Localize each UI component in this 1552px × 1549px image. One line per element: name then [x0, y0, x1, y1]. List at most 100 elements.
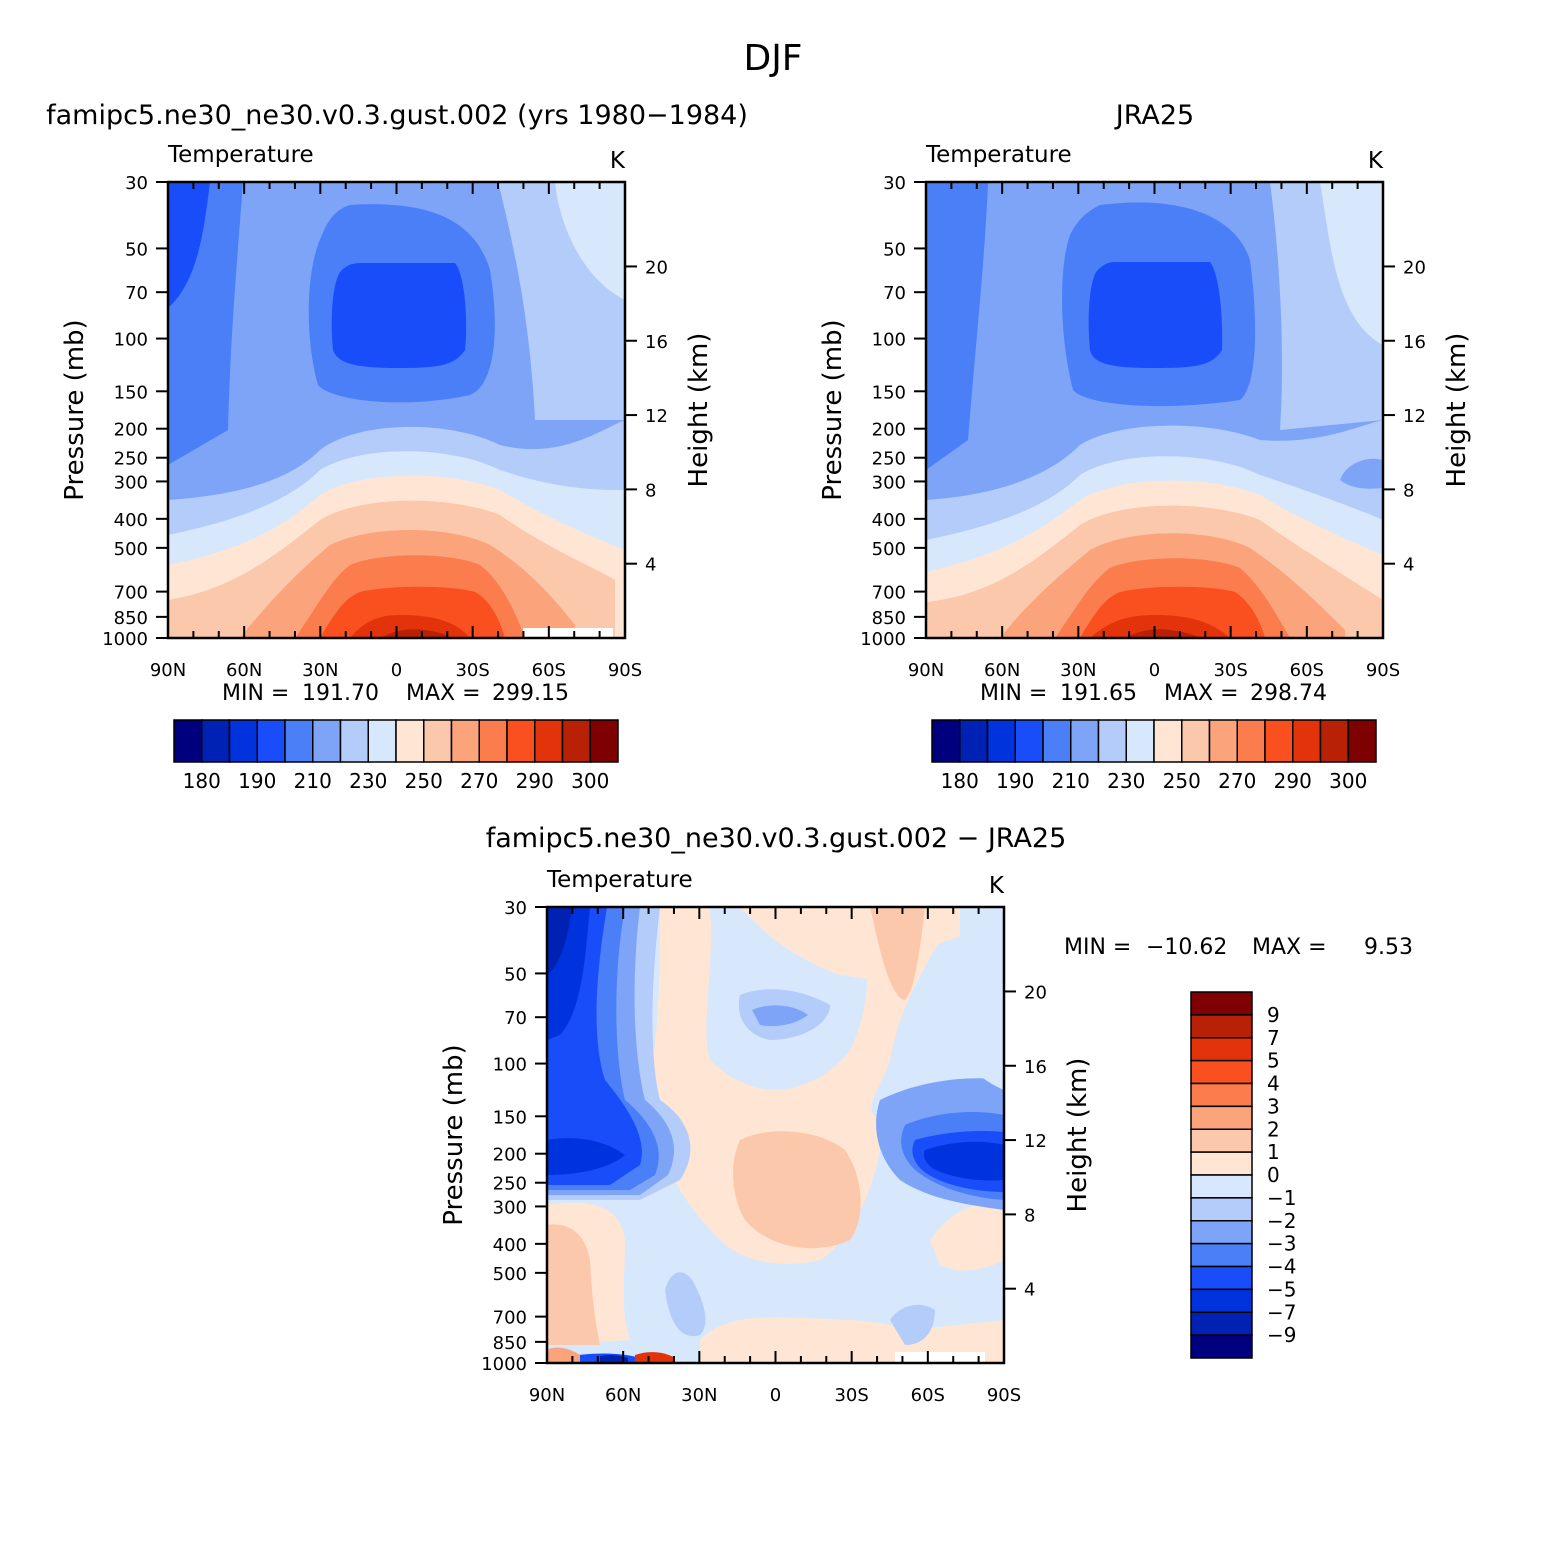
- y2-tick-label: 16: [645, 332, 668, 353]
- contour-band: [1340, 458, 1383, 489]
- x-tick-label: 90S: [987, 1385, 1021, 1406]
- y-tick-label: 700: [493, 1308, 527, 1329]
- colorbar-swatch: [534, 719, 564, 763]
- panel-obs-x-axis: 90N 60N 30N 0 30S 60S 90S: [908, 182, 1400, 681]
- colorbar-label: 0: [1267, 1163, 1280, 1187]
- colorbar-label: 250: [405, 769, 443, 793]
- contour-band: [547, 1224, 600, 1345]
- panel-diff-min-label: MIN =: [1064, 935, 1131, 960]
- colorbar-swatch: [256, 719, 286, 763]
- colorbar-swatch: [1208, 719, 1238, 763]
- y-tick-label: 1000: [481, 1354, 527, 1375]
- panel-model-x-axis: 90N 60N 30N 0 30S 60S 90S: [150, 182, 642, 681]
- y-tick-label: 100: [114, 330, 148, 351]
- colorbar-label: 270: [460, 769, 498, 793]
- colorbar-swatch: [1264, 719, 1294, 763]
- contour-band: [650, 907, 960, 1264]
- contour-band: [1090, 615, 1230, 638]
- y2-tick-label: 20: [1024, 982, 1047, 1003]
- contour-band: [665, 1272, 706, 1337]
- y2-tick-label: 12: [1403, 406, 1426, 427]
- panel-obs-y2label: Height (km): [1442, 333, 1472, 488]
- y-tick-label: 500: [114, 539, 148, 560]
- contour-band: [555, 182, 625, 300]
- contour-band: [331, 263, 467, 368]
- y-tick-label: 1000: [860, 629, 906, 650]
- colorbar-swatch: [478, 719, 508, 763]
- panel-diff-x-axis: 90N 60N 30N 0 30S 60S 90S: [529, 907, 1021, 1406]
- y-tick-label: 200: [493, 1145, 527, 1166]
- y-tick-label: 400: [493, 1235, 527, 1256]
- panel-obs-title: JRA25: [1114, 100, 1194, 131]
- colorbar-swatch: [339, 719, 369, 763]
- x-tick-label: 0: [391, 660, 402, 681]
- colorbar-swatch: [1125, 719, 1155, 763]
- missing-data: [523, 628, 613, 638]
- y-tick-label: 850: [114, 608, 148, 629]
- panel-model-ylabel: Pressure (mb): [60, 319, 90, 500]
- contour-band: [1320, 182, 1383, 345]
- x-tick-label: 60S: [911, 1385, 945, 1406]
- colorbar-label: 180: [941, 769, 979, 793]
- colorbar-swatch: [1097, 719, 1127, 763]
- y2-tick-label: 12: [645, 406, 668, 427]
- y2-tick-label: 4: [1024, 1280, 1035, 1301]
- y2-tick-label: 16: [1024, 1057, 1047, 1078]
- panel-obs-max-label: MAX =: [1164, 681, 1239, 706]
- panel-diff-contours: [547, 907, 1004, 1363]
- y-tick-label: 850: [493, 1333, 527, 1354]
- panel-obs-min-label: MIN =: [980, 681, 1047, 706]
- y-tick-label: 250: [114, 449, 148, 470]
- colorbar-label: 290: [516, 769, 554, 793]
- colorbar-label: 270: [1218, 769, 1256, 793]
- panel-diff-ylabel: Pressure (mb): [439, 1044, 469, 1225]
- colorbar-label: 2: [1267, 1117, 1280, 1141]
- y2-tick-label: 4: [1403, 555, 1414, 576]
- colorbar-swatch: [1190, 1334, 1253, 1359]
- colorbar-swatch: [1014, 719, 1044, 763]
- y-tick-label: 150: [493, 1107, 527, 1128]
- colorbar-label: −2: [1267, 1209, 1296, 1233]
- panel-obs-max-value: 298.74: [1250, 681, 1327, 706]
- colorbar-swatch: [1181, 719, 1211, 763]
- colorbar-swatch: [986, 719, 1016, 763]
- colorbar-swatch: [1190, 1014, 1253, 1039]
- y-tick-label: 300: [872, 472, 906, 493]
- x-tick-label: 90S: [608, 660, 642, 681]
- colorbar-swatch: [1190, 1151, 1253, 1176]
- contour-band: [635, 1352, 675, 1363]
- colorbar-swatch: [1042, 719, 1072, 763]
- colorbar-label: 230: [1107, 769, 1145, 793]
- panel-obs-variable: Temperature: [925, 142, 1072, 168]
- panel-model-title: famipc5.ne30_ne30.v0.3.gust.002 (yrs 198…: [46, 100, 748, 131]
- y-tick-label: 50: [883, 239, 906, 260]
- colorbar-label: 230: [349, 769, 387, 793]
- colorbar-swatch: [423, 719, 453, 763]
- y-tick-label: 150: [114, 382, 148, 403]
- panel-diff-max-value: 9.53: [1364, 935, 1413, 960]
- colorbar-label: 3: [1267, 1094, 1280, 1118]
- y-tick-label: 100: [872, 330, 906, 351]
- contour-band: [740, 907, 1004, 980]
- x-tick-label: 0: [770, 1385, 781, 1406]
- x-tick-label: 0: [1149, 660, 1160, 681]
- y-tick-label: 850: [872, 608, 906, 629]
- x-tick-label: 90N: [908, 660, 944, 681]
- colorbar-swatch: [395, 719, 425, 763]
- colorbar-swatch: [1190, 991, 1253, 1016]
- panel-model-max-label: MAX =: [406, 681, 481, 706]
- panel-obs-min-value: 191.65: [1060, 681, 1137, 706]
- contour-band: [168, 182, 210, 308]
- y-tick-label: 200: [872, 420, 906, 441]
- panel-diff-y2-axis: 20 16 12 8 4: [1004, 982, 1047, 1301]
- colorbar-swatch: [1292, 719, 1322, 763]
- y2-tick-label: 16: [1403, 332, 1426, 353]
- y-tick-label: 400: [114, 510, 148, 531]
- contour-band: [752, 1005, 808, 1027]
- colorbar-swatch: [228, 719, 258, 763]
- colorbar-swatch: [506, 719, 536, 763]
- panel-model-min-label: MIN =: [222, 681, 289, 706]
